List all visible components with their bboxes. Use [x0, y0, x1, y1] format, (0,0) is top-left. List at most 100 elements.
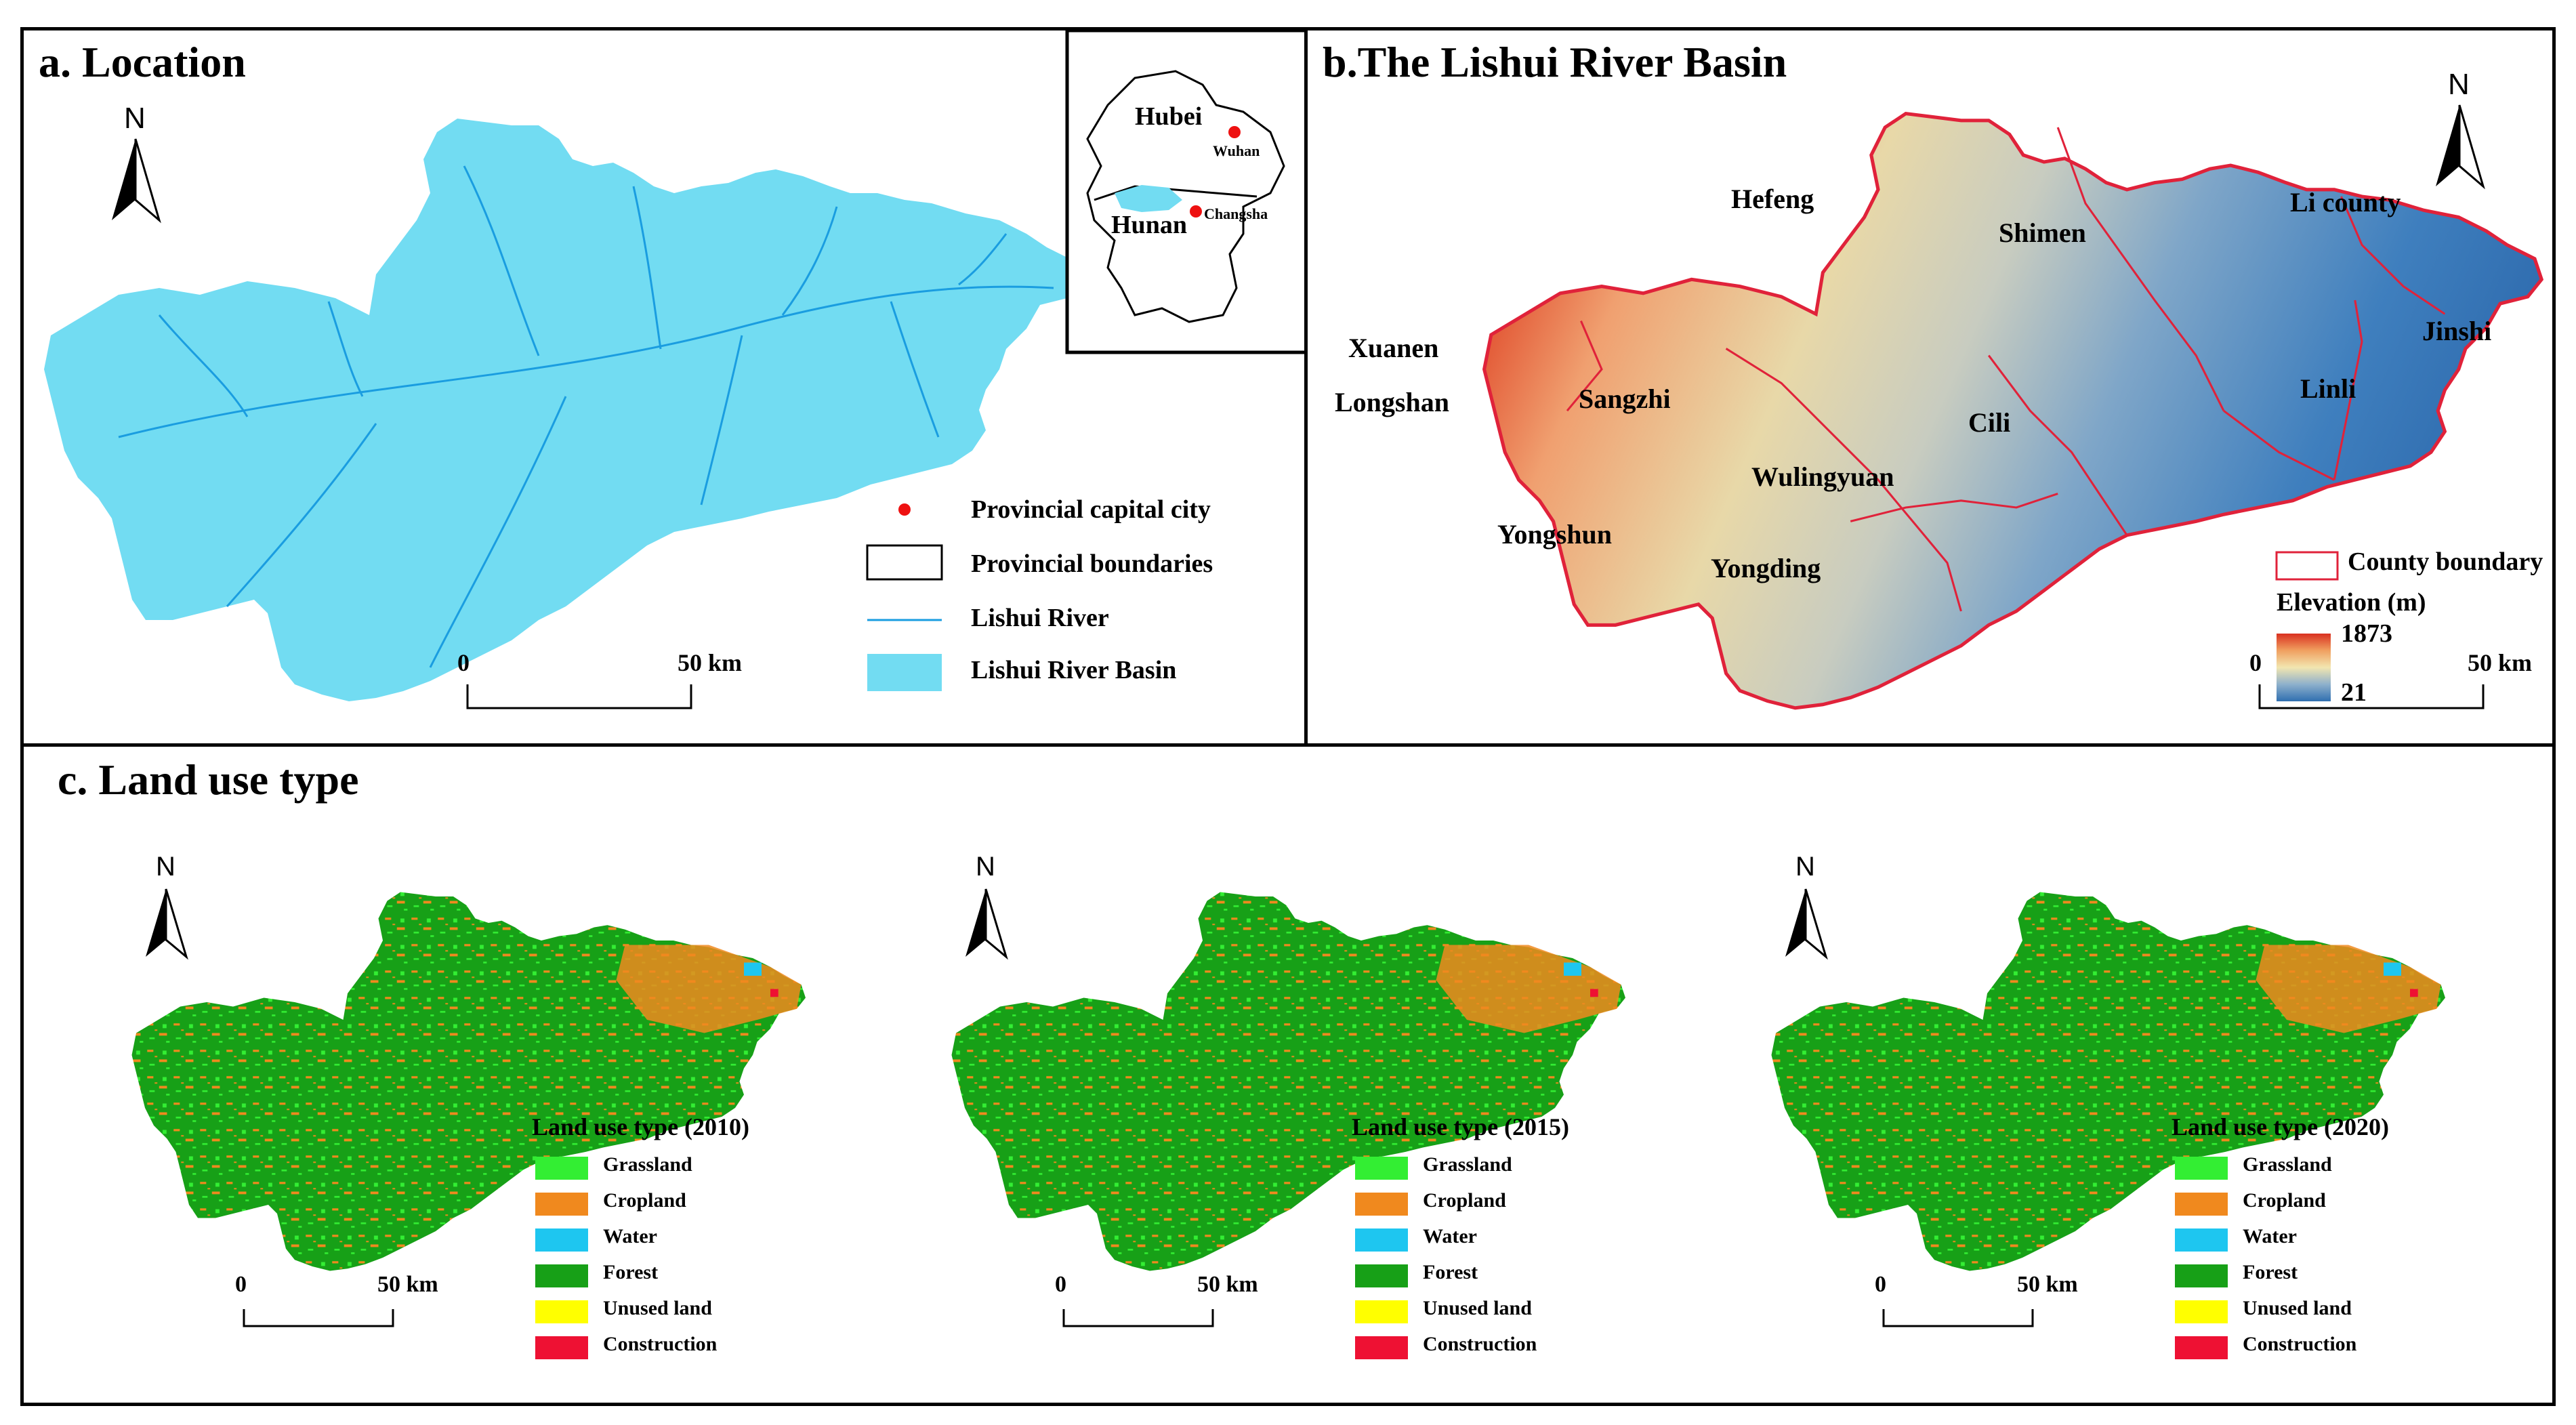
legend-swatch-grassland [2175, 1157, 2228, 1180]
landuse-svg [1771, 888, 2445, 1327]
capital-dot-wuhan [1228, 126, 1241, 138]
legend-label-water: Water [2243, 1225, 2297, 1247]
panel-title: b.The Lishui River Basin [1323, 38, 1787, 86]
capital-dot-changsha [1190, 205, 1202, 218]
landuse-map-1: N Land use type (2010) 0 50 km Grassland Crop… [24, 747, 850, 1403]
scale-end: 50 km [2017, 1272, 2078, 1297]
legend-elevation-max: 1873 [2341, 619, 2392, 648]
county-label-wulingyuan: Wulingyuan [1751, 461, 1894, 492]
legend-swatch-water [1355, 1228, 1408, 1252]
legend-label-unused-land: Unused land [1423, 1297, 1532, 1319]
county-label-sangzhi: Sangzhi [1579, 384, 1671, 414]
legend-basin-label: Lishui River Basin [971, 656, 1177, 684]
legend-title: Land use type (2020) [2172, 1113, 2390, 1140]
basin-map [44, 30, 1304, 709]
county-label-shimen: Shimen [1999, 218, 2086, 248]
scale-end: 50 km [377, 1272, 438, 1297]
north-arrow-icon [2436, 104, 2485, 190]
north-label: N [2448, 68, 2470, 101]
legend-swatch-forest [1355, 1264, 1408, 1287]
legend-label-grassland: Grassland [1423, 1153, 1512, 1176]
county-label-longshan: Longshan [1335, 387, 1449, 417]
north-arrow-icon [146, 888, 188, 960]
river-trib-7 [700, 335, 743, 505]
scale-zero: 0 [235, 1272, 247, 1297]
river-trib-8 [890, 301, 940, 438]
legend-label-grassland: Grassland [2243, 1153, 2332, 1176]
scale-bar [243, 1309, 394, 1327]
north-arrow-icon [1785, 888, 1828, 960]
elevation-map [1308, 104, 2556, 747]
scale-bar [466, 684, 692, 709]
legend-swatch-grassland [1355, 1157, 1408, 1180]
legend-swatch-construction [1355, 1336, 1408, 1359]
scale-zero: 0 [1875, 1272, 1886, 1297]
landuse-svg [131, 888, 806, 1327]
water-patch [2384, 962, 2401, 976]
legend-title: Land use type (2015) [1352, 1113, 1570, 1140]
legend-label-grassland: Grassland [603, 1153, 692, 1176]
panel-title: c. Land use type [58, 756, 359, 804]
legend-label-forest: Forest [2243, 1261, 2298, 1283]
county-label-cili: Cili [1968, 407, 2011, 438]
legend-swatch-construction [2175, 1336, 2228, 1359]
legend-label-cropland: Cropland [603, 1189, 686, 1212]
county-label-yongding: Yongding [1711, 553, 1821, 583]
water-patch [744, 962, 762, 976]
panel-location: a. Location [20, 27, 1308, 747]
legend-river-label: Lishui River [971, 604, 1109, 632]
legend-swatch-cropland [535, 1193, 588, 1216]
legend-boundary-label: Provincial boundaries [971, 550, 1213, 578]
construction-patch [2410, 989, 2418, 997]
legend-label-construction: Construction [2243, 1333, 2357, 1355]
panel-landuse: c. Land use type N Land use type (2010) 0 5… [20, 743, 2556, 1406]
inset-basin [1115, 185, 1182, 212]
scale-bar [2258, 684, 2485, 709]
legend-county-label: County boundary [2348, 548, 2543, 576]
legend-label-forest: Forest [603, 1261, 659, 1283]
landuse-map-2: N Land use type (2015) 0 50 km Grassland Crop… [844, 747, 1670, 1403]
river-trib-10 [958, 233, 1007, 286]
river-trib-9 [327, 301, 364, 397]
water-patch [1564, 962, 1581, 976]
river-trib-1 [463, 165, 540, 356]
legend-county-icon [2275, 551, 2339, 581]
inset-label-hubei: Hubei [1135, 102, 1203, 131]
legend-label-unused-land: Unused land [603, 1297, 712, 1319]
legend-label-construction: Construction [603, 1333, 718, 1355]
north-arrow-icon [112, 138, 161, 224]
legend-swatch-grassland [535, 1157, 588, 1180]
scale-end: 50 km [2468, 649, 2533, 676]
county-label-li-county: Li county [2290, 187, 2401, 218]
elevation-colorbar [2277, 634, 2331, 701]
legend-swatch-water [535, 1228, 588, 1252]
construction-patch [770, 989, 778, 997]
legend-capital-icon [898, 503, 911, 516]
county-boundaries [1566, 127, 2446, 612]
north-arrow-icon [965, 888, 1008, 960]
county-label-xuanen: Xuanen [1348, 333, 1439, 363]
legend-label-cropland: Cropland [2243, 1189, 2326, 1212]
river-trib-2 [632, 186, 662, 350]
river-trib-5 [429, 396, 567, 668]
north-label: N [1795, 852, 1815, 882]
legend-swatch-cropland [2175, 1193, 2228, 1216]
legend-swatch-unused-land [535, 1300, 588, 1323]
scale-bar [1062, 1309, 1214, 1327]
north-label: N [976, 852, 995, 882]
legend-boundary-icon [866, 544, 943, 581]
panel-basin: b.The Lishui River Basin N Hefe [1304, 27, 2556, 747]
scale-zero: 0 [1055, 1272, 1066, 1297]
legend-label-forest: Forest [1423, 1261, 1478, 1283]
legend-swatch-unused-land [2175, 1300, 2228, 1323]
landuse-map-3: N Land use type (2020) 0 50 km Grassland Crop… [1663, 747, 2490, 1403]
county-label-jinshi: Jinshi [2422, 316, 2492, 346]
inset-label-wuhan: Wuhan [1213, 142, 1260, 159]
basin-shape [44, 119, 1081, 701]
legend-label-unused-land: Unused land [2243, 1297, 2352, 1319]
panel-title: a. Location [39, 38, 246, 86]
legend-label-water: Water [603, 1225, 657, 1247]
legend-swatch-forest [2175, 1264, 2228, 1287]
construction-patch [1590, 989, 1598, 997]
scale-zero: 0 [2249, 649, 2262, 676]
